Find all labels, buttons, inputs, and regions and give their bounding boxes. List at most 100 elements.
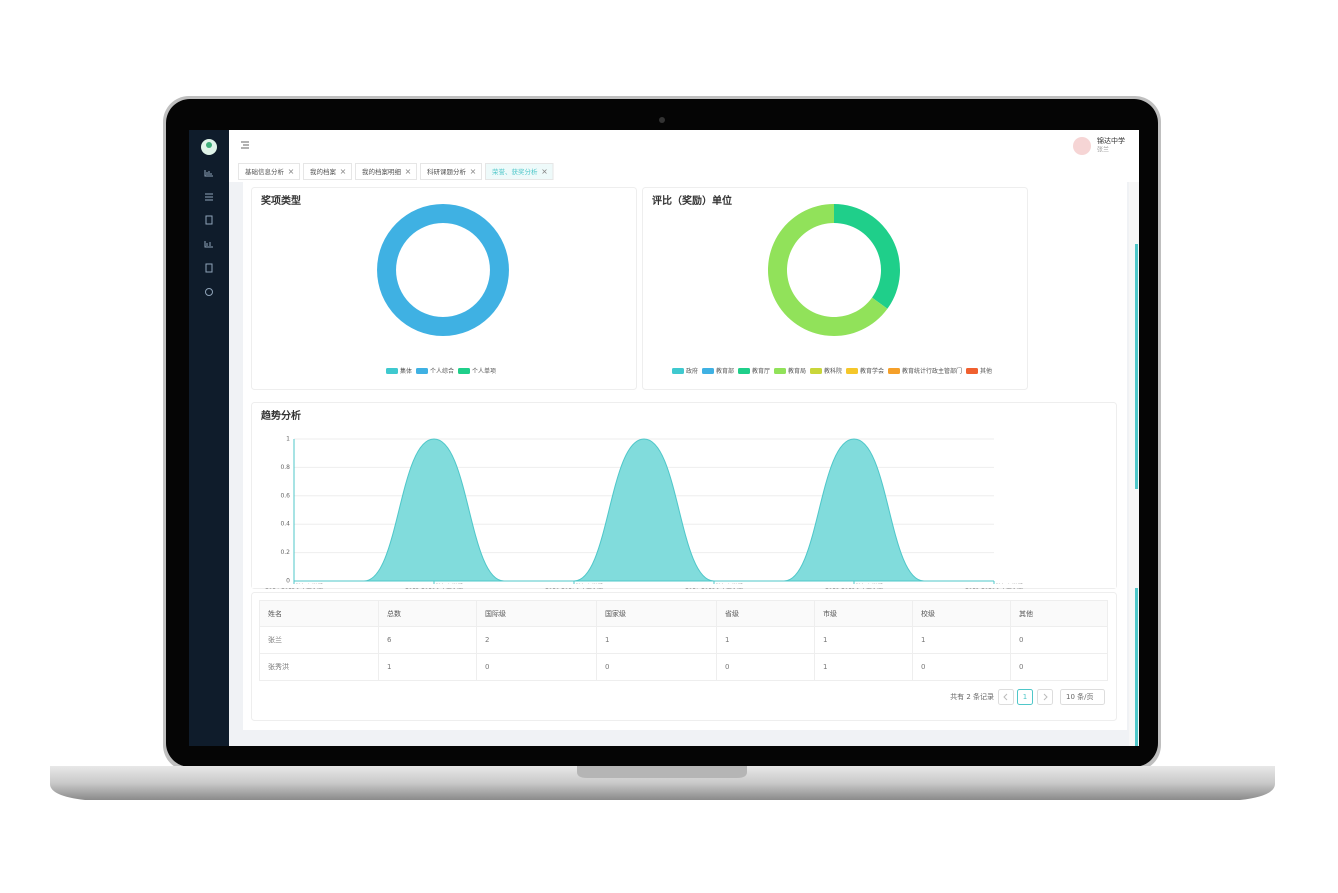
camera — [659, 117, 665, 123]
table-cell: 张秀洪 — [268, 662, 289, 671]
card-title: 奖项类型 — [261, 194, 301, 207]
legend-swatch[interactable] — [702, 368, 714, 374]
y-tick-label: 0.4 — [280, 521, 290, 528]
nav-icon[interactable] — [204, 241, 213, 248]
column-header: 其他 — [1019, 609, 1033, 618]
column-header: 国家级 — [605, 609, 626, 618]
y-tick-label: 0.2 — [280, 549, 290, 556]
card-clip — [252, 584, 1116, 588]
table-cell: 0 — [485, 663, 489, 671]
sidebar — [189, 130, 229, 746]
sidebar-icons — [204, 170, 213, 296]
legend-swatch[interactable] — [458, 368, 470, 374]
tab-close[interactable] — [288, 169, 294, 174]
nav-icon[interactable] — [205, 193, 213, 201]
column-header: 总数 — [387, 609, 401, 618]
nav-icon[interactable] — [205, 288, 213, 296]
table-cell: 张兰 — [268, 635, 282, 644]
legend-label: 其他 — [980, 367, 992, 375]
tab-close[interactable] — [542, 169, 547, 174]
area — [294, 438, 994, 582]
avatar[interactable] — [1073, 137, 1091, 155]
header — [229, 130, 1139, 161]
notch — [577, 766, 747, 778]
page-button[interactable] — [998, 689, 1014, 705]
legend-label: 教育厅 — [752, 367, 770, 375]
menu-toggle[interactable] — [241, 141, 249, 149]
tab[interactable] — [303, 163, 352, 180]
column-header: 市级 — [823, 609, 837, 618]
y-tick-label: 0.8 — [280, 464, 290, 471]
tab-label: 我的档案 — [310, 167, 337, 176]
tab-close[interactable] — [470, 169, 476, 174]
column-header: 校级 — [921, 609, 935, 618]
scroll-thumb[interactable] — [1135, 588, 1138, 746]
card-title: 评比（奖励）单位 — [652, 194, 732, 207]
tab-label: 基础信息分析 — [245, 167, 285, 176]
legend-swatch[interactable] — [416, 368, 428, 374]
table-cell: 2 — [485, 636, 489, 644]
tab-label: 科研课题分析 — [427, 167, 467, 176]
nav-icon[interactable] — [205, 263, 213, 273]
nav-icon[interactable] — [205, 215, 213, 225]
tab[interactable] — [355, 163, 417, 180]
legend-swatch[interactable] — [810, 368, 822, 374]
user-name: 张兰 — [1097, 146, 1109, 154]
legend-swatch[interactable] — [846, 368, 858, 374]
table-cell: 0 — [725, 663, 729, 671]
tab-close[interactable] — [340, 169, 346, 174]
legend-label: 教育部 — [716, 367, 734, 375]
table-cell: 0 — [605, 663, 609, 671]
tab-label: 我的档案明细 — [362, 167, 402, 176]
tab[interactable] — [485, 163, 554, 180]
table-cell: 1 — [387, 663, 391, 671]
page-arrow — [1043, 693, 1048, 701]
legend-swatch[interactable] — [774, 368, 786, 374]
y-tick-label: 0.6 — [280, 492, 290, 499]
school-name: 锦达中学 — [1097, 136, 1125, 145]
column-header: 姓名 — [268, 609, 282, 618]
column-header: 省级 — [725, 609, 739, 618]
page-arrow — [1003, 693, 1008, 701]
legend-label: 教育统计行政主管部门 — [902, 367, 962, 375]
legend-swatch[interactable] — [888, 368, 900, 374]
scrollbar — [1129, 182, 1139, 746]
donut-slice[interactable] — [834, 204, 900, 309]
table-cell: 1 — [823, 636, 827, 644]
legend-swatch[interactable] — [386, 368, 398, 374]
table-cell: 1 — [823, 663, 827, 671]
table-cell: 0 — [921, 663, 925, 671]
legend-label: 个人综合 — [430, 367, 454, 375]
tab[interactable] — [420, 163, 482, 180]
legend-swatch[interactable] — [738, 368, 750, 374]
legend-swatch[interactable] — [966, 368, 978, 374]
page-number: 1 — [1023, 693, 1027, 701]
card — [642, 187, 1028, 390]
logo-head — [206, 142, 212, 148]
y-tick-label: 1 — [286, 436, 290, 443]
tab[interactable] — [238, 163, 300, 180]
page-button[interactable] — [1037, 689, 1053, 705]
tab-close[interactable] — [405, 169, 411, 174]
total-count: 共有 2 条记录 — [950, 692, 994, 701]
table-cell: 0 — [1019, 636, 1023, 644]
page-size[interactable] — [1060, 689, 1105, 705]
legend-label: 政府 — [686, 367, 698, 375]
table-head — [259, 600, 1108, 627]
nav-icon[interactable] — [204, 170, 213, 177]
y-tick-label: 0 — [286, 578, 290, 585]
card-title: 趋势分析 — [261, 409, 301, 422]
legend-swatch[interactable] — [672, 368, 684, 374]
page-size-label: 10 条/页 — [1066, 692, 1094, 701]
donut-slice[interactable] — [768, 204, 888, 336]
laptop-base — [50, 766, 1275, 800]
scroll-thumb[interactable] — [1135, 244, 1138, 489]
legend-label: 教科院 — [824, 367, 842, 375]
table-cell: 1 — [605, 636, 609, 644]
table-cell: 6 — [387, 636, 392, 644]
current-page[interactable] — [1017, 689, 1033, 705]
legend-label: 集体 — [400, 367, 412, 375]
card — [251, 187, 637, 390]
table-cell: 0 — [1019, 663, 1023, 671]
